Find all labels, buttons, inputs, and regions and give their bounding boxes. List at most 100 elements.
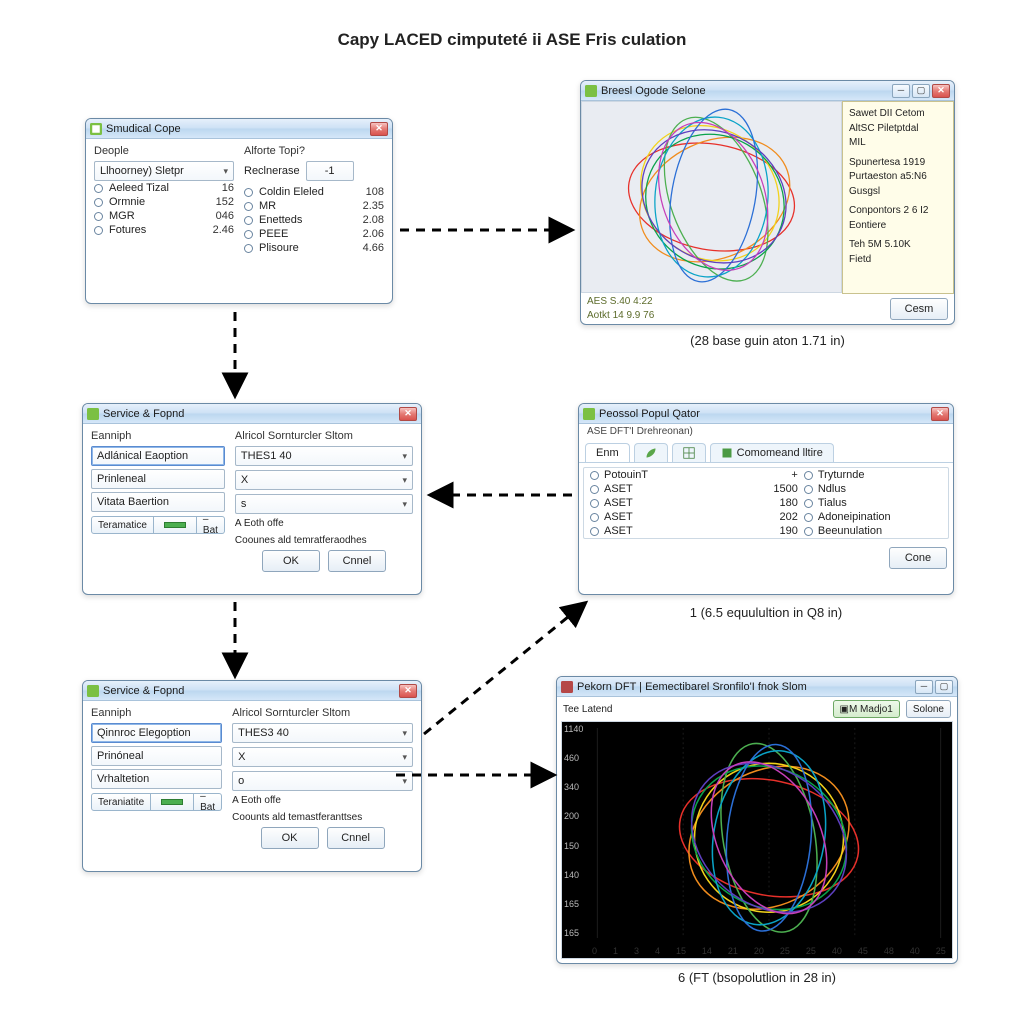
cancel-button[interactable]: Cnnel xyxy=(327,827,385,849)
close-icon[interactable]: ✕ xyxy=(932,84,950,98)
seg[interactable]: – Bat xyxy=(194,793,222,811)
app-icon xyxy=(90,123,102,135)
window-title: Peossol Popul Qator xyxy=(599,408,927,420)
col-header: Alricol Sornturcler Sltom xyxy=(235,430,413,442)
legend-panel: Sawet DII CetomAltSC PiletptdalMILSpuner… xyxy=(842,101,954,294)
seg[interactable]: Teramatice xyxy=(91,516,154,534)
option-button[interactable]: Adlánical Eaoption xyxy=(91,446,225,466)
status-line: Aotkt 14 9.9 76 xyxy=(581,310,842,324)
list-item[interactable]: MGR046 xyxy=(94,209,234,223)
solone-button[interactable]: Solone xyxy=(906,700,951,718)
done-button[interactable]: Cone xyxy=(889,547,947,569)
minimize-icon[interactable]: ─ xyxy=(892,84,910,98)
col-header: Deople xyxy=(94,145,234,157)
legend-item: Purtaeston a5:N6 xyxy=(849,170,947,185)
seg[interactable]: Teraniatite xyxy=(91,793,151,811)
select-1[interactable]: THES3 40 xyxy=(232,723,413,743)
reclnerase-input[interactable]: -1 xyxy=(306,161,354,181)
legend-item: Gusgsl xyxy=(849,185,947,200)
select-2[interactable]: X xyxy=(232,747,413,767)
dialog-service-1: Service & Fopnd ✕ Eanniph Adlánical Eaop… xyxy=(82,403,422,595)
madjo-button[interactable]: ▣ M Madjo1 xyxy=(833,700,900,718)
viewer-window: Breesl Ogode Selone ─ ▢ ✕ xyxy=(580,80,955,325)
window-title: Breesl Ogode Selone xyxy=(601,85,888,97)
table-row[interactable]: ASET 1500 Ndlus xyxy=(584,482,948,496)
swirl-render xyxy=(588,106,835,288)
list-item[interactable]: MR2.35 xyxy=(244,199,384,213)
tab-4[interactable]: Comomeand lltire xyxy=(710,443,834,462)
cesm-button[interactable]: Cesm xyxy=(890,298,948,320)
seg[interactable] xyxy=(151,793,194,811)
titlebar[interactable]: Breesl Ogode Selone ─ ▢ ✕ xyxy=(581,81,954,101)
list-item[interactable]: Coldin Eleled108 xyxy=(244,185,384,199)
caption: (28 base guin aton 1.71 in) xyxy=(580,333,955,348)
titlebar[interactable]: Pekorn DFT | Eemectibarel Sronfilo'I fno… xyxy=(557,677,957,697)
plot-viewport[interactable]: 1140460340200150140165165 01341514212025… xyxy=(561,721,953,959)
table-row[interactable]: ASET 180 Tialus xyxy=(584,496,948,510)
field-label: Reclnerase xyxy=(244,165,300,177)
note: A Eoth offe xyxy=(232,795,413,806)
list-item[interactable]: Fotures2.46 xyxy=(94,223,234,237)
minimize-icon[interactable]: ─ xyxy=(915,680,933,694)
ok-button[interactable]: OK xyxy=(262,550,320,572)
list-item[interactable]: Ormnie152 xyxy=(94,195,234,209)
tab-3[interactable] xyxy=(672,443,706,462)
select-2[interactable]: X xyxy=(235,470,413,490)
subtitle: ASE DFT'I Drehreonan) xyxy=(579,424,953,439)
titlebar[interactable]: Service & Fopnd ✕ xyxy=(83,404,421,424)
deople-select[interactable]: Llhoorney) Sletpr xyxy=(94,161,234,181)
ok-button[interactable]: OK xyxy=(261,827,319,849)
table-row[interactable]: ASET 190 Beeunulation xyxy=(584,524,948,538)
maximize-icon[interactable]: ▢ xyxy=(935,680,953,694)
select-3[interactable]: o xyxy=(232,771,413,791)
maximize-icon[interactable]: ▢ xyxy=(912,84,930,98)
close-icon[interactable]: ✕ xyxy=(399,684,417,698)
window-title: Service & Fopnd xyxy=(103,685,395,697)
cancel-button[interactable]: Cnnel xyxy=(328,550,386,572)
titlebar[interactable]: Peossol Popul Qator ✕ xyxy=(579,404,953,424)
col-header: Alforte Topi? xyxy=(244,145,384,157)
app-icon xyxy=(585,85,597,97)
seg[interactable] xyxy=(154,516,197,534)
legend-item: MIL xyxy=(849,136,947,151)
option-button[interactable]: Prinleneal xyxy=(91,469,225,489)
leaf-icon xyxy=(645,447,657,459)
seg[interactable]: – Bat xyxy=(197,516,225,534)
plot-swirl xyxy=(592,728,946,938)
y-ticks: 1140460340200150140165165 xyxy=(564,724,583,938)
titlebar[interactable]: Service & Fopnd ✕ xyxy=(83,681,421,701)
option-button[interactable]: Vitata Baertion xyxy=(91,492,225,512)
list-item[interactable]: PEEE2.06 xyxy=(244,227,384,241)
close-icon[interactable]: ✕ xyxy=(370,122,388,136)
list-item[interactable]: Aeleed Tizal16 xyxy=(94,181,234,195)
option-button[interactable]: Qinnroc Elegoption xyxy=(91,723,222,743)
data-grid[interactable]: PotouinT + Tryturnde ASET 1500 Ndlus ASE… xyxy=(583,467,949,539)
table-row[interactable]: ASET 202 Adoneipination xyxy=(584,510,948,524)
window-title: Smudical Cope xyxy=(106,123,366,135)
app-icon xyxy=(87,408,99,420)
select-1[interactable]: THES1 40 xyxy=(235,446,413,466)
window-title: Service & Fopnd xyxy=(103,408,395,420)
tab-enm[interactable]: Enm xyxy=(585,443,630,462)
option-button[interactable]: Vrhaltetion xyxy=(91,769,222,789)
note: A Eoth offe xyxy=(235,518,413,529)
3d-viewport[interactable] xyxy=(581,101,842,293)
col-header: Eanniph xyxy=(91,430,225,442)
sheet-icon xyxy=(721,447,733,459)
close-icon[interactable]: ✕ xyxy=(399,407,417,421)
close-icon[interactable]: ✕ xyxy=(931,407,949,421)
legend-item: AltSC Piletptdal xyxy=(849,122,947,137)
grid-icon xyxy=(683,447,695,459)
select-3[interactable]: s xyxy=(235,494,413,514)
tab-label[interactable]: Tee Latend xyxy=(563,704,613,715)
app-icon xyxy=(583,408,595,420)
col-header: Alricol Sornturcler Sltom xyxy=(232,707,413,719)
titlebar[interactable]: Smudical Cope ✕ xyxy=(86,119,392,139)
list-item[interactable]: Plisoure4.66 xyxy=(244,241,384,255)
tab-2[interactable] xyxy=(634,443,668,462)
list-item[interactable]: Enetteds2.08 xyxy=(244,213,384,227)
app-icon xyxy=(87,685,99,697)
legend-item: Eontiere xyxy=(849,219,947,234)
table-row[interactable]: PotouinT + Tryturnde xyxy=(584,468,948,482)
option-button[interactable]: Prinóneal xyxy=(91,746,222,766)
